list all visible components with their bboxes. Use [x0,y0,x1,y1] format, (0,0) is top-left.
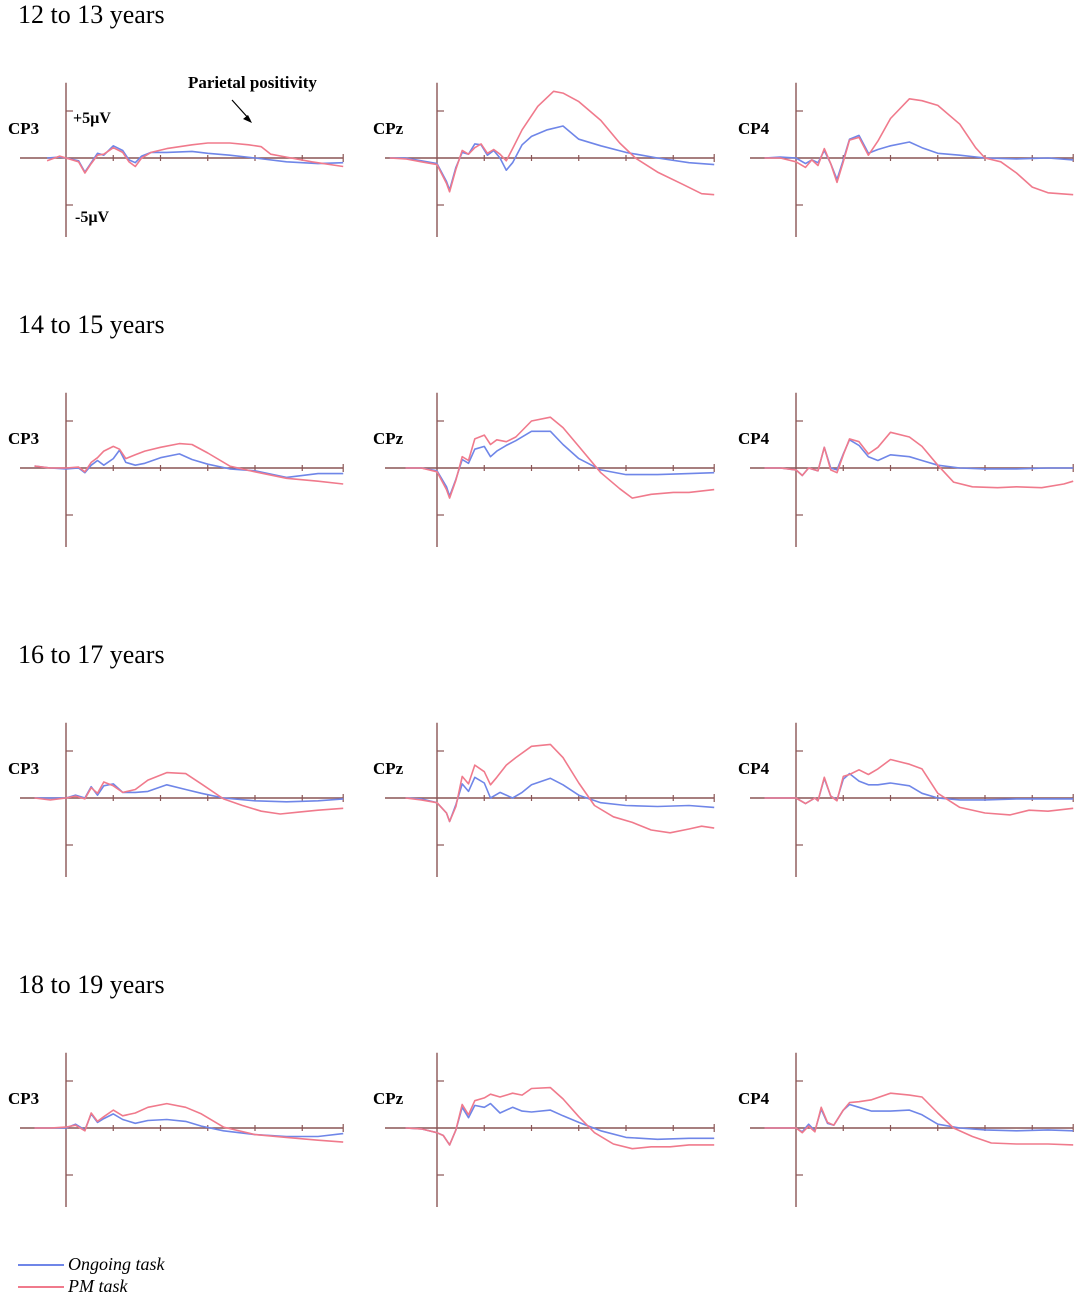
series-line-pm [764,97,1074,196]
erp-panel-cpz: CPz [373,82,715,237]
series-line-pm [764,431,1074,489]
electrode-label: CP4 [738,119,770,138]
erp-panel-cpz: CPz [373,722,715,877]
series-line-pm [405,743,715,834]
series-line-pm [405,416,715,499]
series-line-pm [34,442,344,485]
erp-panel-cp3: CP3 +5µV -5µV Parietal positivity [8,73,344,237]
electrode-label: CPz [373,759,404,778]
group-title: 12 to 13 years [18,0,165,29]
series-line-ongoing [34,1113,344,1138]
series-line-pm [764,1092,1074,1146]
electrode-label: CPz [373,119,404,138]
series-line-ongoing [34,783,344,803]
series-line-pm [46,142,344,174]
series-line-pm [34,1102,344,1143]
electrode-label: CP4 [738,1089,770,1108]
legend-swatch-ongoing [18,1264,64,1266]
series-line-ongoing [405,430,715,497]
group-title: 16 to 17 years [18,640,165,669]
series-line-pm [34,771,344,815]
series-line-ongoing [764,1103,1074,1133]
electrode-label: CP4 [738,429,770,448]
erp-panel-cpz: CPz [373,1052,715,1207]
electrode-label: CP3 [8,759,39,778]
erp-panel-cp3: CP3 [8,392,344,547]
erp-panel-cp4: CP4 [738,1052,1074,1207]
annotation-label: Parietal positivity [188,73,317,92]
series-line-pm [405,1086,715,1150]
erp-panel-cp4: CP4 [738,392,1074,547]
erp-panel-cp4: CP4 [738,82,1074,237]
erp-panel-cp4: CP4 [738,722,1074,877]
erp-panel-cpz: CPz [373,392,715,547]
electrode-label: CP4 [738,759,770,778]
scale-label-positive: +5µV [73,110,111,127]
series-line-ongoing [34,449,344,479]
series-line-ongoing [764,438,1074,477]
electrode-label: CP3 [8,429,39,448]
erp-panel-cp3: CP3 [8,722,344,877]
series-line-pm [764,758,1074,816]
series-line-ongoing [764,772,1074,805]
group-title: 14 to 15 years [18,310,165,339]
electrode-label: CP3 [8,1089,39,1108]
series-line-ongoing [764,134,1074,181]
electrode-label: CP3 [8,119,39,138]
electrode-label: CPz [373,1089,404,1108]
legend-swatch-pm [18,1286,64,1288]
group-title: 18 to 19 years [18,970,165,999]
scale-label-negative: -5µV [75,209,110,226]
series-line-pm [389,90,715,196]
annotation-arrowhead [243,115,252,123]
erp-panel-cp3: CP3 [8,1052,344,1207]
electrode-label: CPz [373,429,404,448]
legend-label-ongoing: Ongoing task [68,1254,165,1274]
legend-label-pm: PM task [68,1276,128,1296]
